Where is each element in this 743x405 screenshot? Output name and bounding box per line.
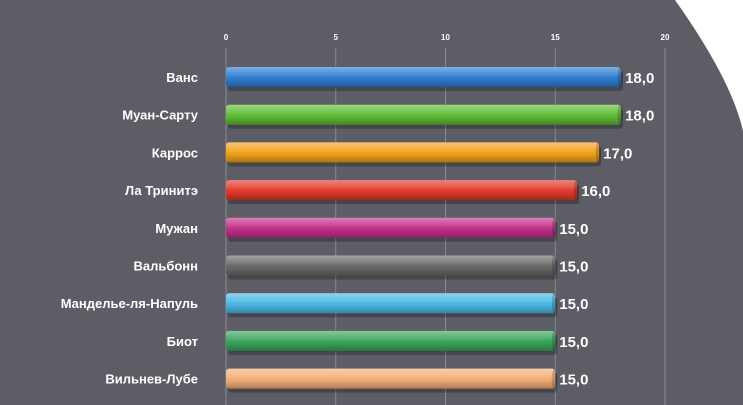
x-tick-label: 0	[224, 33, 229, 42]
bar	[226, 368, 558, 393]
data-label: 18,0	[625, 108, 654, 125]
data-labels: 18,0 18,0 17,0 16,0 15,0 15,0 15,0 15,0 15,0	[559, 70, 654, 389]
x-tick-label: 15	[551, 33, 560, 42]
bar	[226, 180, 580, 205]
data-label: 18,0	[625, 70, 654, 87]
category-label: Муан-Сарту	[122, 108, 199, 123]
x-tick-label: 10	[441, 33, 450, 42]
category-label: Вильнев-Лубе	[105, 372, 198, 387]
bar	[226, 104, 624, 129]
x-tick-label: 5	[334, 33, 339, 42]
bar	[226, 142, 602, 167]
x-axis-ticks: 0 5 10 15 20	[224, 33, 670, 42]
data-label: 17,0	[603, 145, 632, 162]
category-label: Каррос	[152, 145, 198, 160]
data-label: 15,0	[559, 259, 588, 276]
data-label: 16,0	[581, 183, 610, 200]
category-label: Манделье-ля-Напуль	[61, 296, 198, 311]
bar	[226, 255, 558, 280]
category-label: Ванс	[166, 70, 198, 85]
category-label: Мужан	[155, 221, 198, 236]
category-labels: Ванс Муан-Сарту Каррос Ла Тринитэ Мужан Вальб…	[61, 70, 199, 387]
white-corner-decoration	[675, 0, 743, 175]
category-label: Биот	[167, 334, 198, 349]
data-label: 15,0	[559, 334, 588, 351]
bar	[226, 293, 558, 318]
data-label: 15,0	[559, 372, 588, 389]
data-label: 15,0	[559, 296, 588, 313]
bar	[226, 330, 558, 355]
category-label: Вальбонн	[133, 259, 198, 274]
data-label: 15,0	[559, 221, 588, 238]
category-label: Ла Тринитэ	[125, 183, 198, 198]
bar	[226, 67, 624, 91]
bar	[226, 217, 558, 242]
x-tick-label: 20	[661, 33, 670, 42]
bars	[226, 67, 624, 393]
